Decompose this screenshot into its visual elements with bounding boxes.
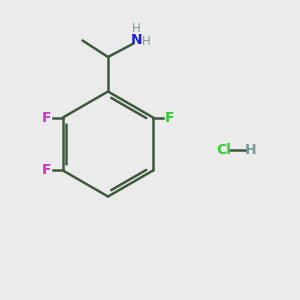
Text: H: H	[142, 35, 151, 49]
Text: F: F	[41, 163, 51, 177]
Text: H: H	[245, 143, 256, 157]
Text: F: F	[41, 111, 51, 125]
Text: N: N	[131, 34, 142, 47]
Text: Cl: Cl	[216, 143, 231, 157]
Text: F: F	[165, 111, 175, 125]
Text: H: H	[132, 22, 141, 35]
